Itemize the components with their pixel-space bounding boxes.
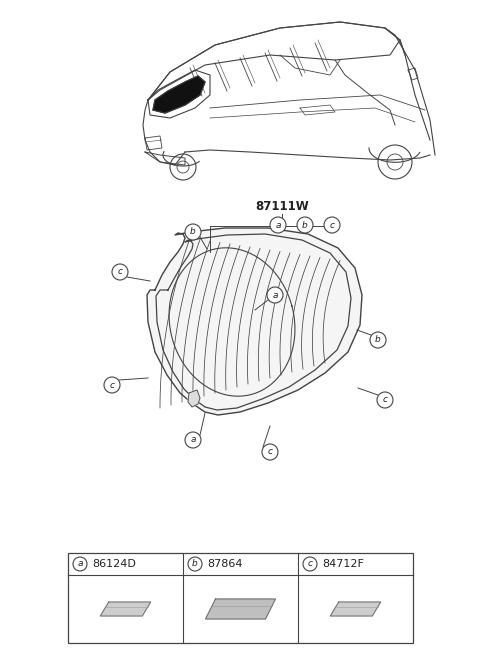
Circle shape [185,224,201,240]
Text: b: b [375,335,381,345]
Circle shape [73,557,87,571]
Circle shape [267,287,283,303]
Text: a: a [275,221,281,229]
Circle shape [303,557,317,571]
Text: c: c [329,221,335,229]
Text: b: b [190,227,196,236]
Circle shape [104,377,120,393]
Circle shape [324,217,340,233]
Text: c: c [267,447,273,457]
Circle shape [297,217,313,233]
Circle shape [112,264,128,280]
Polygon shape [100,602,151,616]
Circle shape [185,432,201,448]
Circle shape [188,557,202,571]
Text: a: a [77,559,83,569]
Circle shape [270,217,286,233]
Polygon shape [153,76,205,113]
Circle shape [262,444,278,460]
Text: 87111W: 87111W [255,200,309,214]
Bar [68,553,413,643]
Polygon shape [205,599,276,619]
Text: c: c [109,381,115,390]
Circle shape [370,332,386,348]
Text: 86124D: 86124D [92,559,136,569]
Text: c: c [118,267,122,276]
Text: c: c [383,396,387,405]
Circle shape [377,392,393,408]
Text: a: a [272,291,278,299]
Text: b: b [192,559,198,569]
Text: 84712F: 84712F [322,559,364,569]
Text: a: a [190,436,196,445]
Text: c: c [308,559,312,569]
Text: 87864: 87864 [207,559,242,569]
Polygon shape [188,390,200,407]
Polygon shape [330,602,381,616]
Text: b: b [302,221,308,229]
Polygon shape [147,228,362,415]
